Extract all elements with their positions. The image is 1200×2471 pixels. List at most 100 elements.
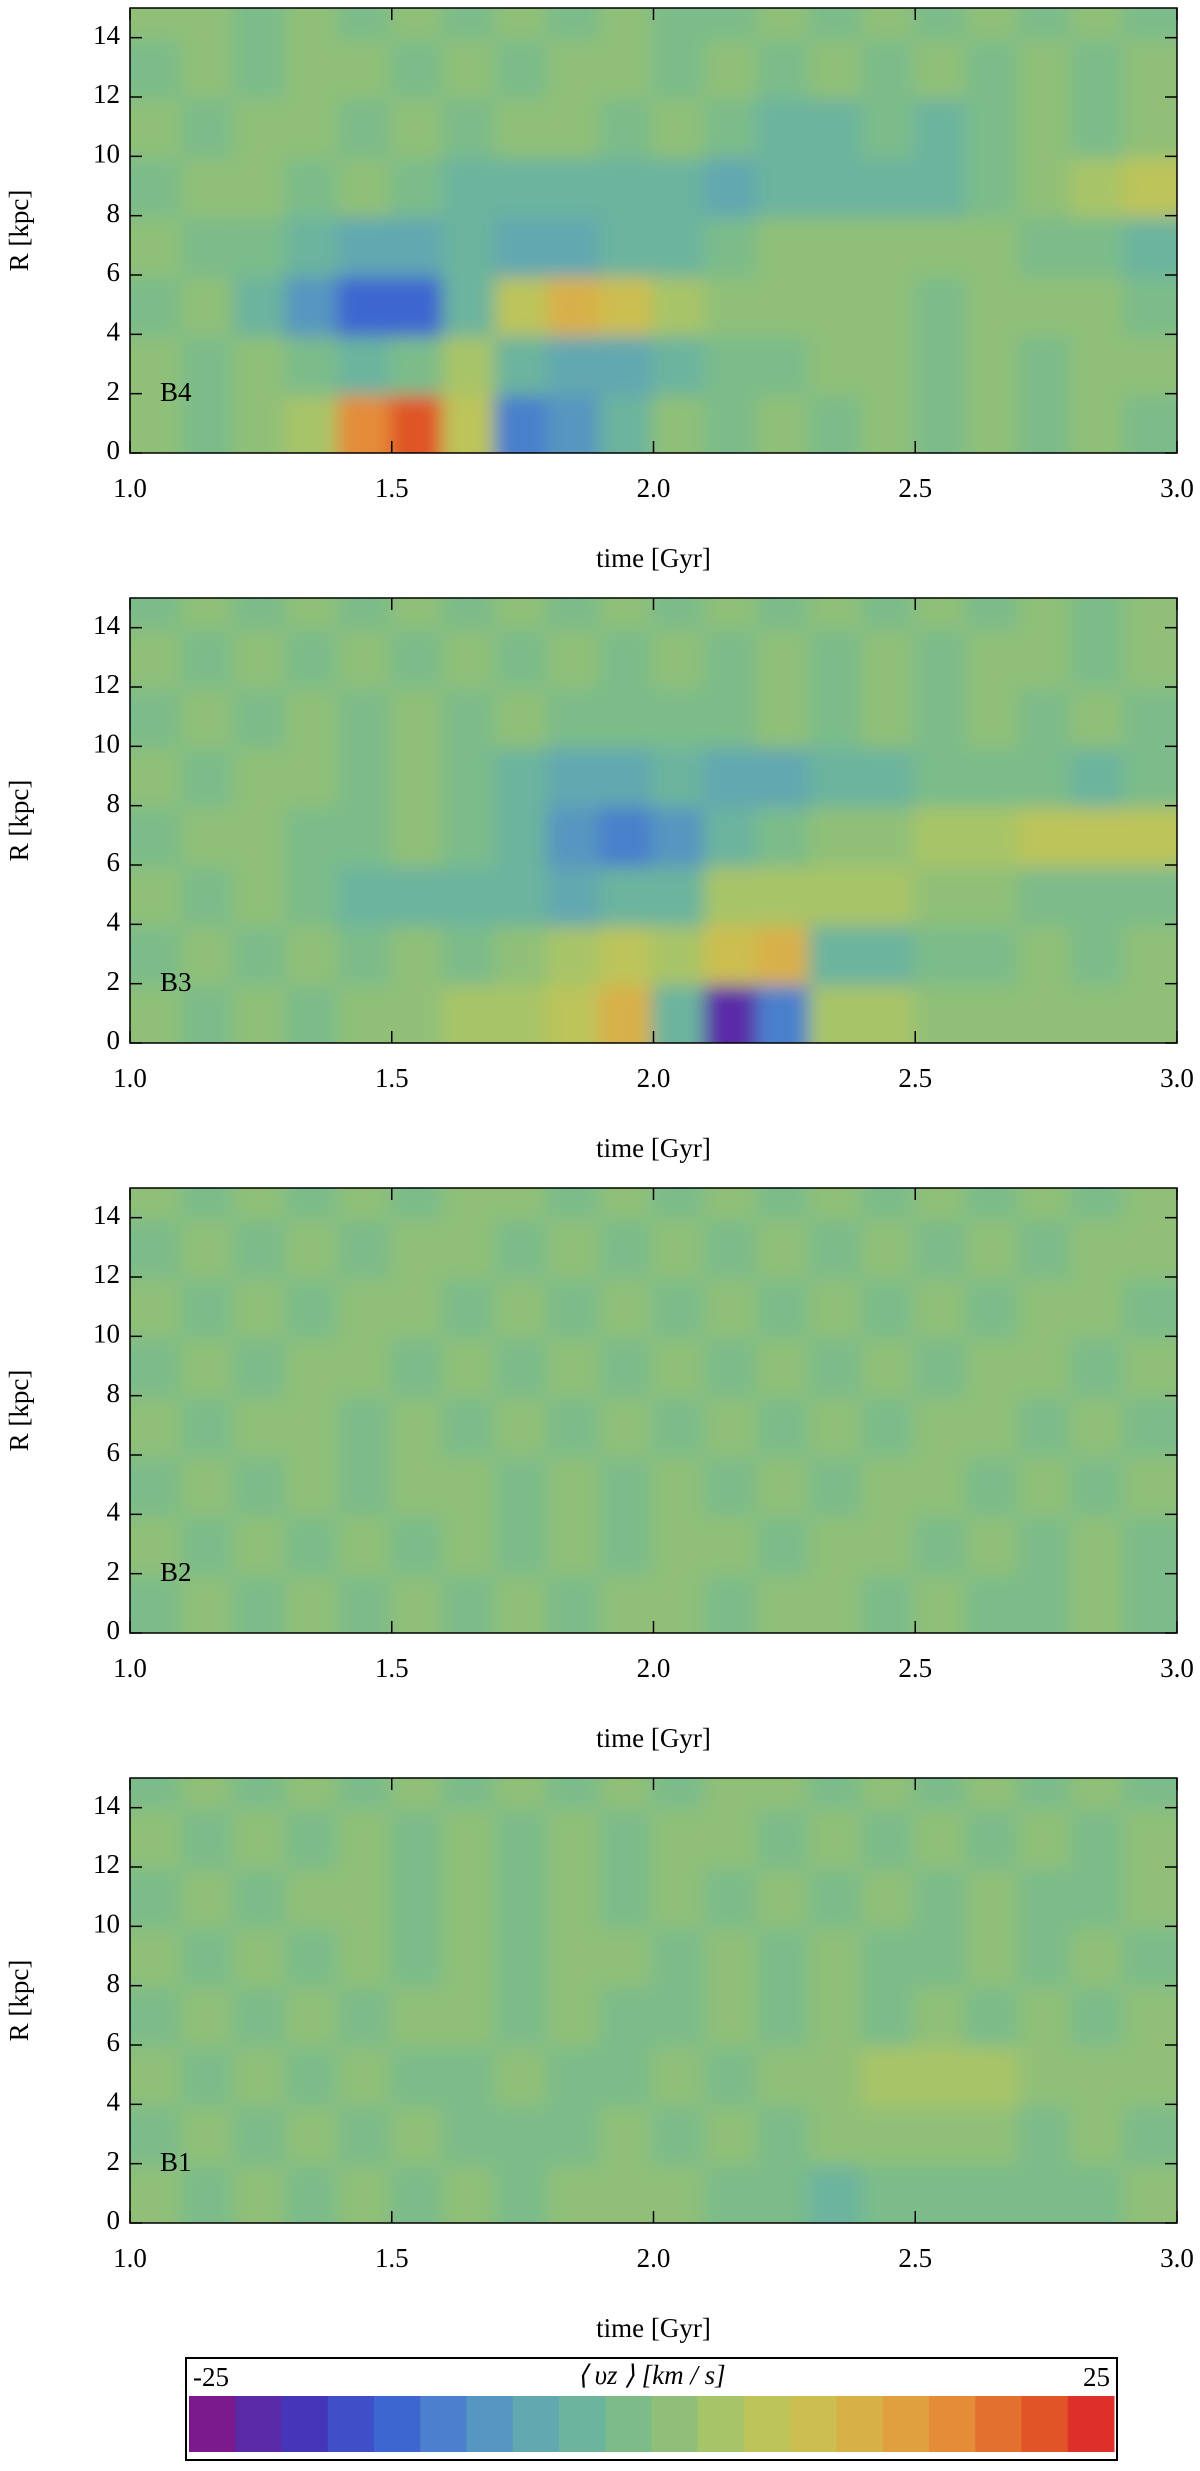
heatmap-cell xyxy=(703,332,761,396)
heatmap-cell xyxy=(389,803,447,867)
heatmap-cell xyxy=(1017,1334,1075,1398)
heatmap-cell xyxy=(808,154,865,218)
heatmap-cell xyxy=(913,1983,970,2047)
heatmap-cell xyxy=(180,1778,237,1810)
heatmap-cell xyxy=(442,35,499,99)
heatmap-cell xyxy=(180,273,237,337)
heatmap-cell xyxy=(494,1983,551,2047)
heatmap-cell xyxy=(442,2161,499,2223)
heatmap-cell xyxy=(703,273,761,337)
heatmap-cell xyxy=(546,1334,604,1398)
heatmap-cell xyxy=(703,8,761,40)
heatmap-cell xyxy=(808,685,865,749)
heatmap-cell xyxy=(808,1571,865,1633)
heatmap-cell xyxy=(913,391,970,453)
heatmap-cell xyxy=(651,2102,708,2166)
heatmap-cell xyxy=(232,1805,290,1869)
y-tick-label: 0 xyxy=(107,1025,121,1055)
heatmap-cell xyxy=(232,685,290,749)
heatmap-cell xyxy=(1070,1983,1127,2047)
heatmap-cell xyxy=(1070,1571,1127,1633)
heatmap-cell xyxy=(703,154,761,218)
heatmap-cell xyxy=(389,2043,447,2107)
heatmap-cell xyxy=(913,95,970,159)
heatmap-cell xyxy=(651,1215,708,1279)
heatmap-cell xyxy=(337,2102,394,2166)
heatmap-cell xyxy=(860,2043,918,2107)
heatmap-cell xyxy=(389,2161,447,2223)
heatmap-cell xyxy=(808,1334,865,1398)
heatmap-cell xyxy=(599,95,656,159)
heatmap-cell xyxy=(965,2043,1022,2107)
heatmap-cell xyxy=(232,1924,290,1988)
heatmap-cell xyxy=(1122,1275,1177,1339)
heatmap-cell xyxy=(1122,1778,1177,1810)
heatmap-cell xyxy=(1070,981,1127,1043)
heatmap-cell xyxy=(337,1983,394,2047)
heatmap-cell xyxy=(285,598,342,630)
heatmap-cell xyxy=(913,1924,970,1988)
heatmap-cell xyxy=(180,2102,237,2166)
heatmap-cell xyxy=(389,273,447,337)
heatmap-cell xyxy=(808,2161,865,2223)
heatmap-cell xyxy=(389,1512,447,1576)
heatmap-cell xyxy=(1017,803,1075,867)
heatmap-cell xyxy=(599,1983,656,2047)
heatmap-cell xyxy=(808,1453,865,1517)
heatmap-cell xyxy=(232,2102,290,2166)
heatmap-cell xyxy=(130,803,185,867)
heatmap-cell xyxy=(965,1924,1022,1988)
heatmap-cell xyxy=(1017,1275,1075,1339)
heatmap-cell xyxy=(1017,391,1075,453)
heatmap-cell xyxy=(1017,35,1075,99)
heatmap-cell xyxy=(130,35,185,99)
heatmap-cell xyxy=(546,1215,604,1279)
heatmap-cell xyxy=(1122,213,1177,277)
heatmap-cell xyxy=(913,922,970,986)
heatmap-cell xyxy=(965,1393,1022,1457)
heatmap-cell xyxy=(756,154,813,218)
heatmap-cell xyxy=(389,1215,447,1279)
heatmap-cell xyxy=(1017,1393,1075,1457)
heatmap-cell xyxy=(599,2102,656,2166)
heatmap-cell xyxy=(703,95,761,159)
heatmap-cell xyxy=(756,1778,813,1810)
heatmap-cell xyxy=(180,922,237,986)
heatmap-cell xyxy=(337,863,394,927)
heatmap-cell xyxy=(494,685,551,749)
heatmap-cell xyxy=(442,598,499,630)
heatmap-cell xyxy=(337,625,394,689)
heatmap-cell xyxy=(546,1571,604,1633)
heatmap-cell xyxy=(389,1778,447,1810)
heatmap-cell xyxy=(1070,1215,1127,1279)
heatmap xyxy=(130,8,1177,453)
heatmap-cell xyxy=(965,2161,1022,2223)
heatmap-cell xyxy=(965,598,1022,630)
heatmap-cell xyxy=(860,1334,918,1398)
heatmap-cell xyxy=(232,803,290,867)
heatmap-cell xyxy=(494,8,551,40)
heatmap-cell xyxy=(756,981,813,1043)
heatmap-cell xyxy=(546,1188,604,1220)
heatmap-cell xyxy=(599,154,656,218)
heatmap-cell xyxy=(442,1924,499,1988)
heatmap xyxy=(130,1778,1177,2223)
heatmap-cell xyxy=(232,1275,290,1339)
heatmap-cell xyxy=(1070,8,1127,40)
y-tick-label: 10 xyxy=(93,1909,120,1939)
heatmap-cell xyxy=(1122,2102,1177,2166)
heatmap-cell xyxy=(232,273,290,337)
heatmap-cell xyxy=(285,1924,342,1988)
heatmap-cell xyxy=(808,213,865,277)
heatmap-cell xyxy=(389,685,447,749)
heatmap-cell xyxy=(651,332,708,396)
heatmap-cell xyxy=(651,213,708,277)
heatmap-cell xyxy=(651,1778,708,1810)
heatmap-cell xyxy=(130,744,185,808)
heatmap-cell xyxy=(546,2161,604,2223)
colorbar-swatch xyxy=(281,2396,329,2452)
colorbar-swatch xyxy=(697,2396,745,2452)
heatmap-cell xyxy=(651,863,708,927)
heatmap-cell xyxy=(285,1571,342,1633)
y-tick-label: 14 xyxy=(93,610,121,640)
